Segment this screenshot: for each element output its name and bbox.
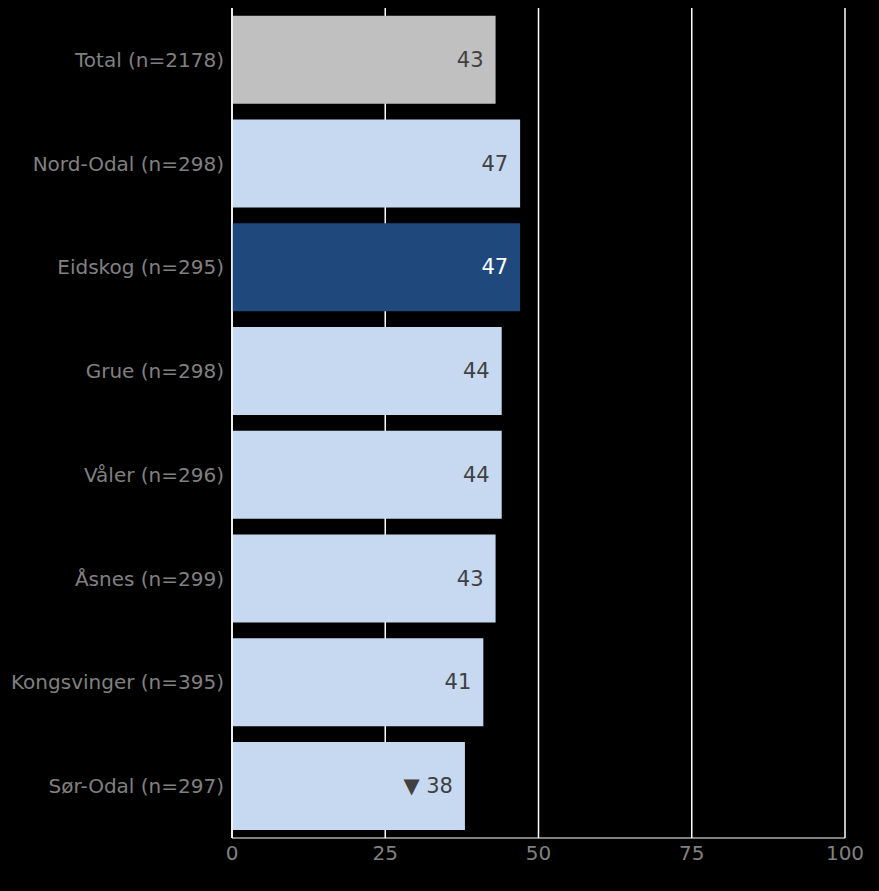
svg-text:Grue (n=298): Grue (n=298) (86, 359, 224, 383)
svg-text:50: 50 (526, 841, 551, 865)
svg-text:▼ 38: ▼ 38 (403, 774, 453, 798)
svg-text:Åsnes (n=299): Åsnes (n=299) (75, 567, 224, 591)
svg-text:47: 47 (481, 255, 508, 279)
svg-text:43: 43 (457, 567, 484, 591)
svg-text:Våler (n=296): Våler (n=296) (84, 463, 224, 487)
svg-text:41: 41 (445, 670, 472, 694)
svg-text:47: 47 (481, 152, 508, 176)
svg-text:Sør-Odal (n=297): Sør-Odal (n=297) (49, 774, 224, 798)
svg-text:43: 43 (457, 48, 484, 72)
svg-text:Total (n=2178): Total (n=2178) (74, 48, 224, 72)
svg-text:75: 75 (679, 841, 704, 865)
svg-text:Nord-Odal (n=298): Nord-Odal (n=298) (33, 152, 224, 176)
svg-text:Kongsvinger (n=395): Kongsvinger (n=395) (11, 670, 224, 694)
svg-text:100: 100 (826, 841, 864, 865)
svg-text:Eidskog (n=295): Eidskog (n=295) (57, 255, 224, 279)
svg-text:44: 44 (463, 463, 490, 487)
svg-text:44: 44 (463, 359, 490, 383)
svg-text:25: 25 (373, 841, 398, 865)
svg-text:0: 0 (226, 841, 239, 865)
